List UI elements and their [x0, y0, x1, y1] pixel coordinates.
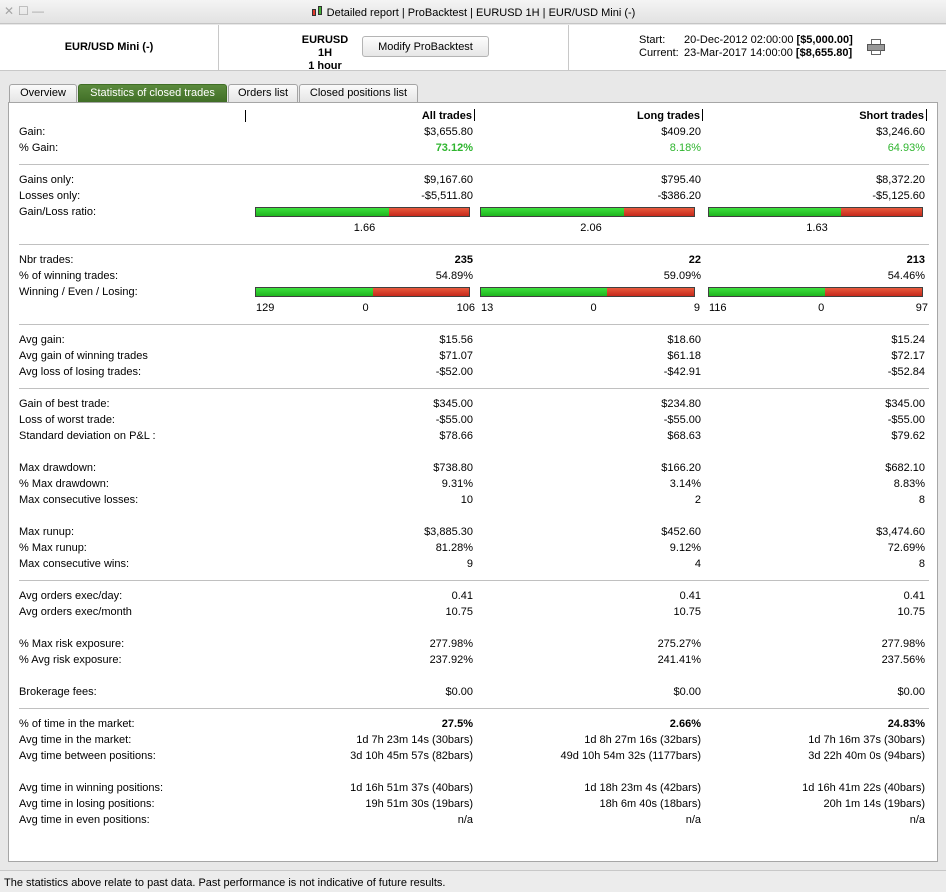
- tab-overview[interactable]: Overview: [9, 84, 77, 103]
- row-std-dev: Standard deviation on P&L : $78.66 $68.63 $…: [19, 430, 925, 442]
- spacer: [19, 508, 929, 524]
- timeframe-section: EURUSD 1H 1 hour Modify ProBacktest: [219, 25, 569, 73]
- wel-values-all: 129 0 106: [256, 302, 475, 314]
- ratio-value-short: 1.63: [806, 222, 828, 234]
- row-max-runup: Max runup: $3,885.30 $452.60 $3,474.60: [19, 526, 925, 538]
- row-avg-time-winning: Avg time in winning positions: 1d 16h 51m…: [19, 782, 925, 794]
- row-worst-trade: Loss of worst trade: -$55.00 -$55.00 -$55.0…: [19, 414, 925, 426]
- row-avg-risk: % Avg risk exposure: 237.92% 241.41% 237.56…: [19, 654, 925, 666]
- report-header: EUR/USD Mini (-) EURUSD 1H 1 hour Modify…: [0, 25, 946, 73]
- start-capital: [$5,000.00]: [796, 34, 853, 46]
- ratio-value-long: 2.06: [580, 222, 602, 234]
- separator: [19, 700, 929, 716]
- row-losses-only: Losses only: -$5,511.80 -$386.20 -$5,125.60: [19, 190, 925, 202]
- title-bar: ✕ ☐ — Detailed report | ProBacktest | EU…: [0, 0, 946, 24]
- row-max-drawdown: Max drawdown: $738.80 $166.20 $682.10: [19, 462, 925, 474]
- timeframe-label: EURUSD 1H 1 hour: [295, 34, 355, 73]
- row-avg-loss-losing: Avg loss of losing trades: -$52.00 -$42.91…: [19, 366, 925, 378]
- gain-loss-bar-long: [480, 207, 695, 217]
- row-max-consec-wins: Max consecutive wins: 9 4 8: [19, 558, 925, 570]
- row-orders-day: Avg orders exec/day: 0.41 0.41 0.41: [19, 590, 925, 602]
- separator: [19, 572, 929, 588]
- statistics-panel: All trades Long trades Short trades Gain…: [8, 102, 938, 862]
- wel-bar-all: [255, 287, 470, 297]
- row-pct-time-market: % of time in the market: 27.5% 2.66% 24.83%: [19, 718, 925, 730]
- wel-values-short: 116 0 97: [709, 302, 928, 314]
- spacer: [19, 620, 929, 636]
- minimize-window-icon[interactable]: —: [32, 4, 44, 18]
- row-orders-month: Avg orders exec/month 10.75 10.75 10.75: [19, 606, 925, 618]
- spacer: [19, 764, 929, 780]
- wel-bar-long: [480, 287, 695, 297]
- close-window-icon[interactable]: ✕: [4, 4, 15, 18]
- current-row: Current: 23-Mar-2017 14:00:00 [$8,655.80]: [639, 47, 853, 59]
- col-long-trades: Long trades: [637, 109, 703, 122]
- capital-dates: Start: 20-Dec-2012 02:00:00 [$5,000.00] C…: [639, 34, 853, 60]
- row-pct-max-runup: % Max runup: 81.28% 9.12% 72.69%: [19, 542, 925, 554]
- spacer: [19, 668, 929, 684]
- printer-icon[interactable]: [867, 39, 885, 55]
- wel-bar-short: [708, 287, 923, 297]
- tab-orders-list[interactable]: Orders list: [228, 84, 298, 103]
- ratio-value-all: 1.66: [353, 222, 376, 234]
- maximize-window-icon[interactable]: ☐: [18, 4, 29, 18]
- row-best-trade: Gain of best trade: $345.00 $234.80 $345.00: [19, 398, 925, 410]
- gain-loss-bar-all: [255, 207, 470, 217]
- candlestick-icon: [311, 5, 323, 18]
- row-fees: Brokerage fees: $0.00 $0.00 $0.00: [19, 686, 925, 698]
- spacer: [19, 444, 929, 460]
- window-title: Detailed report | ProBacktest | EURUSD 1…: [326, 7, 636, 19]
- row-avg-time-between: Avg time between positions: 3d 10h 45m 57…: [19, 750, 925, 762]
- gain-loss-bar-short: [708, 207, 923, 217]
- separator: [19, 236, 929, 252]
- col-short-trades: Short trades: [859, 109, 927, 122]
- separator: [19, 316, 929, 332]
- separator: [19, 156, 929, 172]
- modify-probacktest-button[interactable]: Modify ProBacktest: [362, 36, 489, 57]
- row-avg-time-even: Avg time in even positions: n/a n/a n/a: [19, 814, 925, 826]
- row-wel: Winning / Even / Losing:: [19, 284, 929, 300]
- wel-values-long: 13 0 9: [481, 302, 700, 314]
- row-avg-time-market: Avg time in the market: 1d 7h 23m 14s (30…: [19, 734, 925, 746]
- instrument-name: EUR/USD Mini (-): [64, 41, 154, 53]
- capital-section: Start: 20-Dec-2012 02:00:00 [$5,000.00] C…: [569, 25, 946, 71]
- tab-closed-positions[interactable]: Closed positions list: [299, 84, 418, 103]
- row-pct-max-drawdown: % Max drawdown: 9.31% 3.14% 8.83%: [19, 478, 925, 490]
- row-avg-time-losing: Avg time in losing positions: 19h 51m 30s…: [19, 798, 925, 810]
- row-pct-winning: % of winning trades: 54.89% 59.09% 54.46%: [19, 270, 925, 282]
- disclaimer-footer: The statistics above relate to past data…: [0, 870, 946, 892]
- start-row: Start: 20-Dec-2012 02:00:00 [$5,000.00]: [639, 34, 853, 46]
- row-gain-loss-ratio-values: 1.66 2.06 1.63: [19, 220, 929, 236]
- row-pct-gain: % Gain: 73.12% 8.18% 64.93%: [19, 142, 925, 154]
- row-max-consec-losses: Max consecutive losses: 10 2 8: [19, 494, 925, 506]
- statistics-table: All trades Long trades Short trades Gain…: [19, 108, 929, 828]
- timeframe-line1: EURUSD 1H: [301, 34, 349, 59]
- column-header-row: All trades Long trades Short trades: [19, 108, 929, 124]
- row-avg-gain-winning: Avg gain of winning trades $71.07 $61.18 $7…: [19, 350, 925, 362]
- col-all-trades: All trades: [421, 109, 476, 122]
- row-avg-gain: Avg gain: $15.56 $18.60 $15.24: [19, 334, 925, 346]
- timeframe-line2: 1 hour: [308, 60, 342, 72]
- row-gain: Gain: $3,655.80 $409.20 $3,246.60: [19, 126, 925, 138]
- row-gain-loss-ratio: Gain/Loss ratio:: [19, 204, 929, 220]
- row-nbr-trades: Nbr trades: 235 22 213: [19, 254, 925, 266]
- row-wel-values: 129 0 106 13 0 9 116 0 97: [19, 300, 929, 316]
- row-gains-only: Gains only: $9,167.60 $795.40 $8,372.20: [19, 174, 925, 186]
- window-controls: ✕ ☐ —: [4, 4, 44, 18]
- tab-statistics[interactable]: Statistics of closed trades: [78, 84, 227, 103]
- instrument-section: EUR/USD Mini (-): [0, 25, 219, 71]
- row-max-risk: % Max risk exposure: 277.98% 275.27% 277.98…: [19, 638, 925, 650]
- current-capital: [$8,655.80]: [795, 47, 853, 59]
- window-title-wrap: Detailed report | ProBacktest | EURUSD 1…: [0, 5, 946, 19]
- separator: [19, 380, 929, 396]
